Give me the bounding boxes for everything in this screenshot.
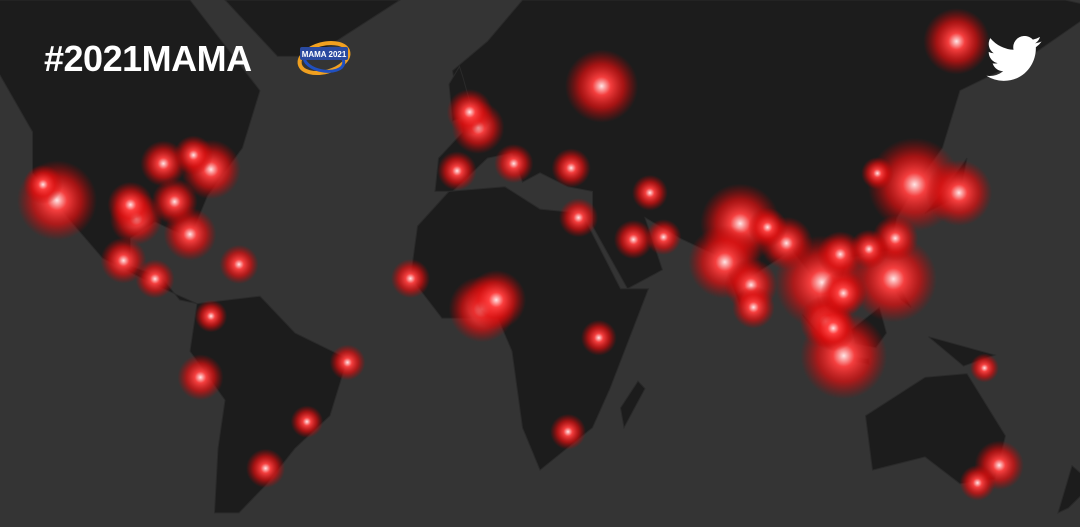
logo-text: MAMA 2021: [302, 50, 347, 59]
land-new-zealand: [1057, 464, 1080, 514]
hotspot: [437, 151, 477, 191]
hotspot: [100, 237, 147, 284]
hotspot: [959, 464, 996, 501]
hotspot: [246, 448, 286, 488]
hotspot: [494, 143, 534, 184]
hotspot: [565, 49, 639, 123]
mama-logo: MAMA 2021: [297, 41, 351, 75]
hotspot: [466, 270, 527, 330]
hotspot: [390, 258, 431, 299]
hotspot: [446, 89, 493, 136]
hotspot: [732, 285, 775, 329]
hotspot: [177, 354, 224, 401]
twitter-bird-icon[interactable]: [986, 36, 1042, 82]
hotspot: [23, 164, 63, 205]
hotspot: [820, 270, 867, 317]
hotspot: [747, 207, 788, 247]
hotspot: [580, 319, 617, 356]
hotspot: [135, 259, 175, 299]
hotspot: [151, 178, 198, 225]
hotspot: [558, 198, 599, 238]
hotspot: [173, 135, 214, 175]
hotspot: [107, 181, 154, 228]
hotspot: [923, 8, 990, 75]
hotspot: [550, 413, 586, 450]
hotspot: [970, 353, 999, 383]
hotspot: [645, 219, 682, 256]
hotspot: [632, 174, 668, 211]
hotspot: [810, 305, 857, 352]
land-madagascar: [619, 380, 646, 430]
hotspot: [861, 157, 894, 190]
hashtag-title: #2021MAMA: [44, 38, 252, 79]
hotspot: [925, 159, 993, 226]
hotspot: [329, 344, 366, 381]
hotspot: [219, 244, 259, 284]
land-africa: [409, 186, 650, 471]
hotspot: [613, 219, 654, 260]
hotspot: [849, 229, 889, 269]
hotspot: [290, 405, 324, 438]
hotspots: [17, 8, 1024, 501]
hotspot: [551, 148, 591, 188]
hotspot: [194, 299, 228, 333]
